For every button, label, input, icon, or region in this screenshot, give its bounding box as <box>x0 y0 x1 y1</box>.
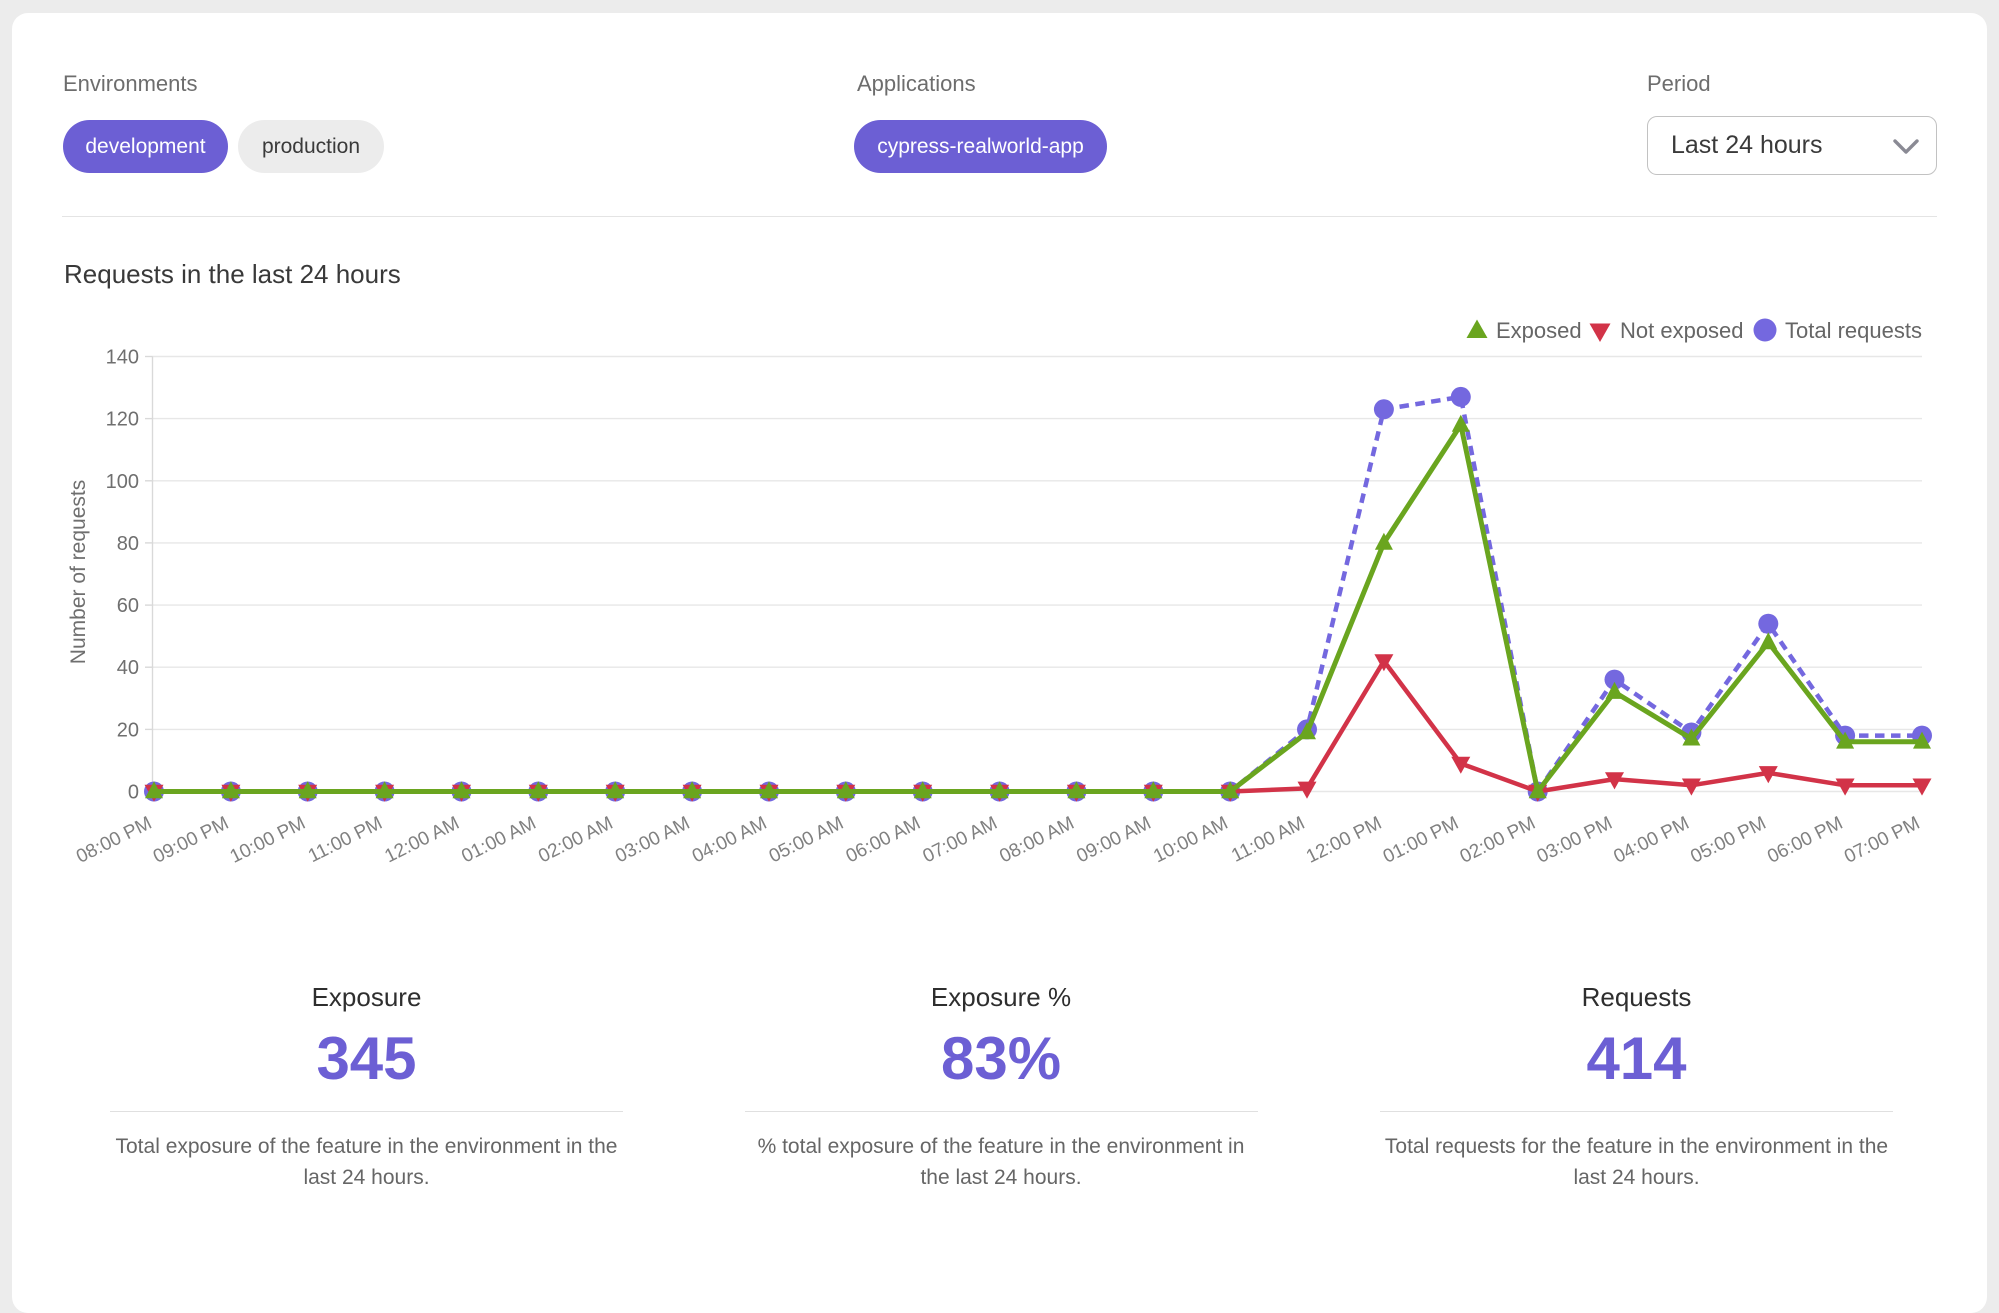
svg-text:60: 60 <box>117 595 139 617</box>
svg-text:12:00 PM: 12:00 PM <box>1303 813 1385 868</box>
svg-text:01:00 AM: 01:00 AM <box>458 813 539 868</box>
svg-text:120: 120 <box>106 409 139 431</box>
svg-text:Exposed: Exposed <box>1496 318 1582 343</box>
svg-text:02:00 PM: 02:00 PM <box>1457 813 1539 868</box>
svg-text:03:00 AM: 03:00 AM <box>612 813 693 868</box>
svg-text:10:00 AM: 10:00 AM <box>1150 813 1231 868</box>
svg-text:06:00 PM: 06:00 PM <box>1764 813 1846 868</box>
svg-text:08:00 PM: 08:00 PM <box>73 813 155 868</box>
svg-text:80: 80 <box>117 533 139 555</box>
svg-text:12:00 AM: 12:00 AM <box>382 813 463 868</box>
svg-text:11:00 PM: 11:00 PM <box>305 813 386 867</box>
svg-text:03:00 PM: 03:00 PM <box>1534 813 1616 868</box>
svg-text:09:00 PM: 09:00 PM <box>150 813 232 868</box>
svg-text:140: 140 <box>106 347 139 369</box>
svg-text:20: 20 <box>117 719 139 741</box>
svg-text:04:00 AM: 04:00 AM <box>689 813 770 868</box>
svg-text:Total requests: Total requests <box>1785 318 1922 343</box>
svg-text:09:00 AM: 09:00 AM <box>1073 813 1154 868</box>
svg-text:05:00 PM: 05:00 PM <box>1687 813 1769 868</box>
svg-text:08:00 AM: 08:00 AM <box>996 813 1077 868</box>
svg-text:05:00 AM: 05:00 AM <box>766 813 847 868</box>
svg-text:07:00 AM: 07:00 AM <box>920 813 1001 868</box>
svg-text:40: 40 <box>117 657 139 679</box>
svg-text:Not exposed: Not exposed <box>1620 318 1744 343</box>
svg-text:100: 100 <box>106 471 139 493</box>
svg-text:06:00 AM: 06:00 AM <box>843 813 924 868</box>
svg-text:07:00 PM: 07:00 PM <box>1841 813 1923 868</box>
svg-text:11:00 AM: 11:00 AM <box>1228 813 1308 867</box>
svg-text:04:00 PM: 04:00 PM <box>1610 813 1692 868</box>
svg-text:02:00 AM: 02:00 AM <box>535 813 616 868</box>
svg-text:01:00 PM: 01:00 PM <box>1380 813 1462 868</box>
svg-text:Number of requests: Number of requests <box>67 480 90 664</box>
svg-text:10:00 PM: 10:00 PM <box>227 813 309 868</box>
svg-text:0: 0 <box>128 782 139 804</box>
